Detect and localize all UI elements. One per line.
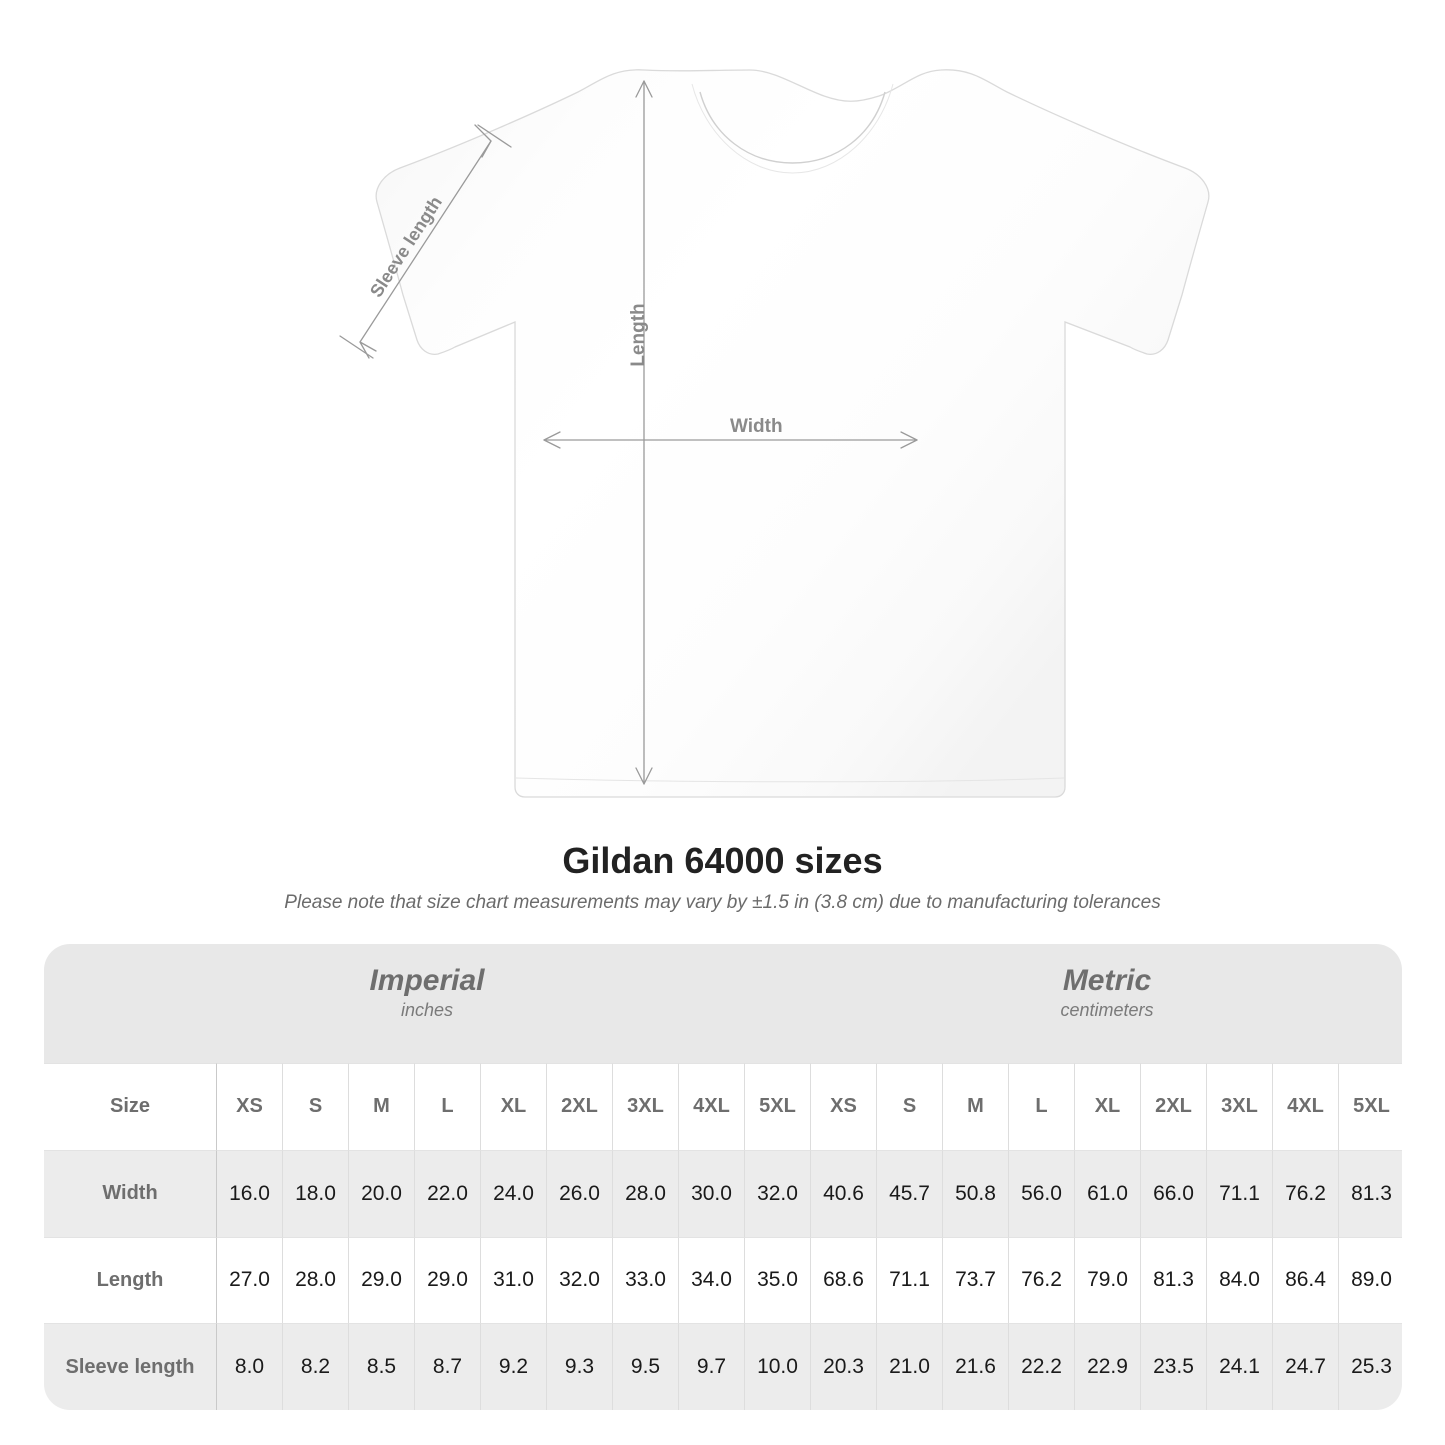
svg-text:Width: Width xyxy=(730,416,783,437)
svg-text:Length: Length xyxy=(628,303,649,366)
